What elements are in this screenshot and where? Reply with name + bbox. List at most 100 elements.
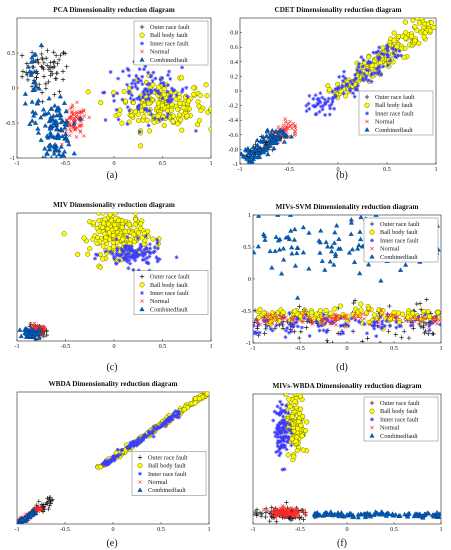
data-point (166, 417, 171, 422)
legend-label: Combinedfault (150, 57, 188, 64)
data-point (402, 19, 408, 25)
data-point (274, 426, 279, 431)
x-tick-label: 0.5 (159, 160, 167, 167)
data-point (391, 313, 395, 318)
data-point (147, 108, 152, 113)
data-point (125, 122, 130, 127)
data-point (136, 436, 141, 441)
data-point (20, 517, 26, 522)
data-point (61, 50, 66, 55)
data-point (174, 93, 179, 98)
data-point (289, 317, 294, 322)
y-tick-label: -0.4 (228, 117, 238, 124)
legend-marker-tri (137, 487, 143, 492)
data-point (125, 259, 130, 264)
panel-e: WBDA Dimensionality reduction diagram -1 -… (14, 380, 210, 549)
y-tick-label: -1 (233, 161, 238, 168)
data-point (50, 113, 56, 118)
data-point (266, 314, 270, 319)
data-point (106, 230, 112, 236)
data-point (372, 509, 379, 514)
data-point (111, 454, 116, 459)
data-point (372, 326, 377, 331)
data-point (160, 96, 165, 101)
data-point (131, 97, 136, 102)
panel-a: PCA Dimensionality reduction diagram -1 -0… (5, 6, 212, 181)
data-point (398, 267, 404, 272)
data-point (376, 65, 381, 70)
data-point (137, 130, 142, 135)
data-point (371, 512, 377, 517)
series-star (271, 399, 294, 472)
legend-marker-cross (140, 299, 144, 304)
data-point (54, 119, 60, 125)
data-point (284, 429, 289, 434)
data-point (142, 247, 147, 252)
data-point (278, 445, 283, 450)
data-point (70, 103, 75, 108)
x-tick-label: -0.5 (61, 160, 71, 167)
data-point (337, 303, 344, 309)
y-tick-label: -0.5 (241, 308, 251, 315)
data-point (87, 115, 92, 120)
data-point (23, 70, 29, 75)
panel-caption: (a) (106, 170, 117, 181)
data-point (121, 88, 127, 95)
data-point (127, 73, 132, 78)
data-point (35, 100, 41, 106)
data-point (192, 400, 198, 406)
data-point (34, 58, 40, 64)
data-point (125, 105, 130, 110)
y-tick-label: -0.2 (228, 103, 238, 110)
data-point (39, 90, 45, 95)
data-point (56, 106, 62, 111)
data-point (174, 255, 179, 260)
data-point (155, 100, 161, 106)
data-point (138, 438, 143, 443)
data-point (412, 38, 418, 44)
data-point (319, 104, 324, 109)
data-point (138, 252, 143, 257)
data-point (278, 271, 285, 276)
chart-title: WBDA Dimensionality reduction diagram (48, 380, 177, 388)
data-point (267, 143, 273, 148)
data-point (142, 107, 147, 112)
legend-box (131, 451, 207, 496)
data-point (179, 127, 185, 133)
legend-marker-tri (369, 254, 375, 259)
data-point (90, 220, 96, 226)
data-point (426, 313, 433, 319)
data-point (366, 68, 371, 73)
data-point (292, 308, 298, 314)
data-point (430, 512, 436, 517)
data-point (335, 87, 340, 92)
panel-caption: (f) (337, 538, 347, 549)
data-point (306, 101, 311, 106)
data-point (320, 95, 325, 100)
data-point (35, 130, 42, 135)
y-tick-label: 0 (12, 85, 15, 92)
data-point (50, 71, 55, 77)
data-point (431, 331, 436, 337)
data-point (288, 317, 294, 323)
data-point (170, 97, 175, 102)
data-point (175, 121, 181, 127)
data-point (285, 452, 291, 458)
data-point (104, 462, 109, 467)
legend-label: Inner race fault (148, 471, 187, 478)
data-point (264, 128, 270, 134)
data-point (287, 403, 293, 410)
legend-label: Outer race fault (150, 274, 190, 281)
data-point (421, 323, 426, 328)
data-point (277, 127, 283, 133)
data-point (145, 249, 150, 254)
data-point (104, 249, 109, 254)
x-tick-label: 0 (345, 526, 348, 533)
data-point (374, 334, 379, 339)
data-point (337, 246, 344, 251)
data-point (124, 243, 129, 248)
panel-caption: (b) (336, 170, 348, 181)
data-point (47, 133, 53, 139)
data-point (427, 328, 432, 333)
points (17, 392, 209, 524)
